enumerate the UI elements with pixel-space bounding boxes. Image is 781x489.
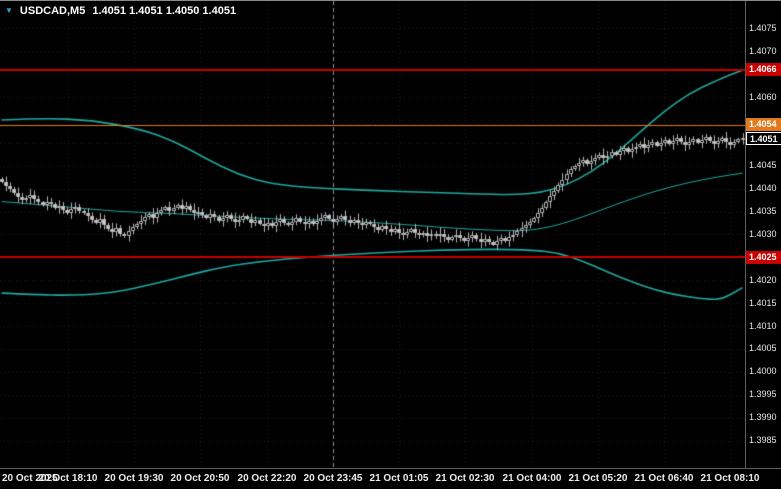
time-axis[interactable]: 20 Oct 2025 20 Oct 18:10 20 Oct 19:30 20 Oc…: [0, 468, 781, 489]
price-level-badge: 1.4054: [746, 118, 781, 132]
price-tick-label: 1.4030: [749, 229, 777, 239]
symbol-period-label: USDCAD,M5: [19, 5, 86, 17]
price-tick-label: 1.4020: [749, 274, 777, 285]
time-axis-label: 20 Oct 22:20: [237, 473, 297, 484]
price-tick-label: 1.4045: [749, 160, 777, 171]
time-axis-label: 21 Oct 05:20: [568, 473, 628, 484]
price-tick-label: 1.3990: [749, 412, 777, 423]
price-tick-label: 1.4005: [749, 343, 777, 354]
current-price-badge: 1.4051: [746, 131, 781, 145]
price-tick-label: 1.4060: [749, 91, 777, 102]
price-tick-label: 1.4075: [749, 22, 777, 33]
time-axis-label: 20 Oct 23:45: [303, 473, 363, 484]
time-axis-label: 20 Oct 2025: [2, 473, 58, 484]
price-axis[interactable]: 1.4075 1.4070 1.4060 1.4045 1.4040 1.4035 1.40…: [745, 1, 781, 468]
time-axis-label: 20 Oct 19:30: [104, 473, 164, 484]
time-axis-label: 21 Oct 06:40: [634, 473, 694, 484]
time-axis-label: 21 Oct 02:30: [435, 473, 495, 484]
price-tick-label: 1.4000: [749, 366, 777, 377]
chart-canvas[interactable]: [0, 1, 745, 468]
symbol-marker-icon: ▼: [5, 6, 13, 15]
price-tick-label: 1.4010: [749, 320, 777, 331]
time-axis-label: 21 Oct 08:10: [700, 473, 760, 484]
price-tick-label: 1.4040: [749, 183, 777, 194]
time-axis-label: 21 Oct 04:00: [502, 473, 562, 484]
time-axis-label: 20 Oct 20:50: [170, 473, 230, 484]
price-level-badge: 1.4025: [746, 250, 781, 264]
time-axis-label: 21 Oct 01:05: [369, 473, 429, 484]
price-tick-label: 1.3995: [749, 389, 777, 400]
ohlc-label: 1.4051 1.4051 1.4050 1.4051: [92, 5, 237, 17]
price-tick-label: 1.3985: [749, 435, 777, 446]
price-level-badge: 1.4066: [746, 63, 781, 77]
time-axis-label: 20 Oct 18:10: [38, 473, 98, 484]
price-tick-label: 1.4015: [749, 297, 777, 308]
chart-title: ▼ USDCAD,M5 1.4051 1.4051 1.4050 1.4051: [5, 5, 236, 17]
price-tick-label: 1.4035: [749, 206, 777, 217]
price-tick-label: 1.4070: [749, 45, 777, 56]
